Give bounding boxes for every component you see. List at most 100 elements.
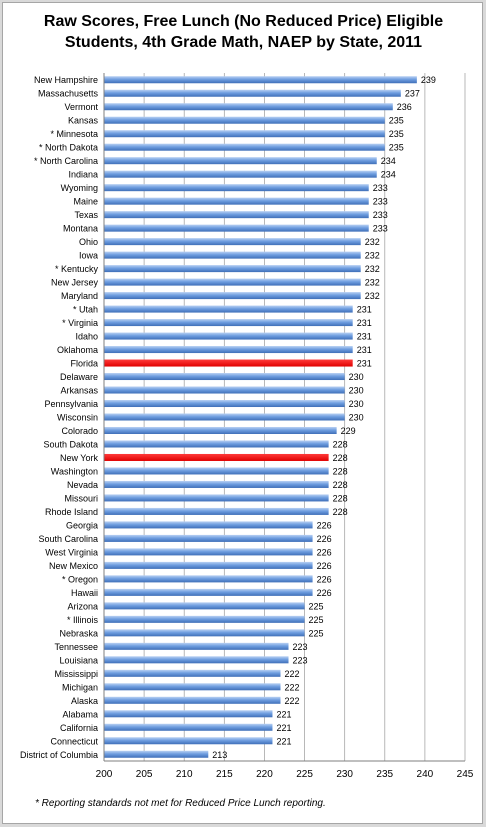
data-label: 235 <box>389 143 404 153</box>
bar-mississippi <box>104 669 281 677</box>
category-label: Tennessee <box>54 642 98 652</box>
category-label: Georgia <box>66 520 98 530</box>
category-label: * Kentucky <box>55 264 99 274</box>
bar-california <box>104 723 273 731</box>
data-label: 223 <box>293 655 308 665</box>
data-label: 222 <box>284 696 299 706</box>
chart-title: Raw Scores, Free Lunch (No Reduced Price… <box>3 11 484 53</box>
category-label: Kansas <box>68 116 99 126</box>
data-label: 221 <box>276 736 291 746</box>
category-label: Pennsylvania <box>44 399 98 409</box>
bar-north-dakota <box>104 143 385 151</box>
category-label: Washington <box>51 466 98 476</box>
category-label: Connecticut <box>50 736 98 746</box>
x-tick-label: 240 <box>417 769 434 780</box>
category-label: Iowa <box>79 251 98 261</box>
data-label: 235 <box>389 129 404 139</box>
bar-connecticut <box>104 737 273 745</box>
category-label: * Illinois <box>67 615 99 625</box>
data-label: 232 <box>365 264 380 274</box>
bar-hawaii <box>104 588 313 596</box>
category-label: * North Carolina <box>34 156 98 166</box>
category-label: New Jersey <box>51 278 99 288</box>
bar-alabama <box>104 710 273 718</box>
category-label: Mississippi <box>54 669 98 679</box>
category-label: Missouri <box>64 493 98 503</box>
data-label: 228 <box>333 439 348 449</box>
bar-utah <box>104 305 353 313</box>
data-label: 229 <box>341 426 356 436</box>
category-label: South Dakota <box>43 439 98 449</box>
bar-west-virginia <box>104 548 313 556</box>
category-label: Colorado <box>61 426 98 436</box>
data-label: 228 <box>333 480 348 490</box>
bar-south-carolina <box>104 534 313 542</box>
data-label: 231 <box>357 318 372 328</box>
data-label: 231 <box>357 305 372 315</box>
category-label: Nebraska <box>59 628 98 638</box>
bar-new-hampshire <box>104 76 417 84</box>
category-label: District of Columbia <box>20 750 98 760</box>
bar-kentucky <box>104 265 361 273</box>
bar-illinois <box>104 615 305 623</box>
data-label: 232 <box>365 237 380 247</box>
x-tick-label: 235 <box>376 769 393 780</box>
data-label: 226 <box>317 561 332 571</box>
x-tick-label: 225 <box>296 769 313 780</box>
data-label: 226 <box>317 534 332 544</box>
bar-montana <box>104 224 369 232</box>
x-tick-label: 210 <box>176 769 193 780</box>
category-label: Florida <box>70 359 98 369</box>
category-label: Texas <box>74 210 98 220</box>
bar-minnesota <box>104 130 385 138</box>
bar-florida <box>104 359 353 367</box>
bar-maine <box>104 197 369 205</box>
bar-iowa <box>104 251 361 259</box>
category-label: Indiana <box>68 170 98 180</box>
data-label: 225 <box>309 628 324 638</box>
bar-rhode-island <box>104 507 329 515</box>
category-label: California <box>60 723 98 733</box>
bar-alaska <box>104 696 281 704</box>
x-tick-label: 205 <box>136 769 153 780</box>
bar-tennessee <box>104 642 289 650</box>
category-label: * Virginia <box>62 318 98 328</box>
category-label: Maine <box>73 197 98 207</box>
category-label: Alabama <box>62 709 98 719</box>
category-label: Vermont <box>64 102 98 112</box>
data-label: 231 <box>357 359 372 369</box>
data-label: 223 <box>293 642 308 652</box>
category-label: Arizona <box>67 601 98 611</box>
bar-ohio <box>104 238 361 246</box>
bar-michigan <box>104 683 281 691</box>
bar-wyoming <box>104 184 369 192</box>
data-label: 234 <box>381 156 396 166</box>
bar-oregon <box>104 575 313 583</box>
category-label: Idaho <box>75 332 98 342</box>
category-label: Alaska <box>71 696 98 706</box>
category-label: Oklahoma <box>57 345 98 355</box>
category-label: * Utah <box>73 305 98 315</box>
category-label: Rhode Island <box>45 507 98 517</box>
data-label: 226 <box>317 574 332 584</box>
category-label: Hawaii <box>71 588 98 598</box>
category-label: South Carolina <box>38 534 98 544</box>
category-label: * Minnesota <box>50 129 98 139</box>
bar-pennsylvania <box>104 400 345 408</box>
data-label: 233 <box>373 183 388 193</box>
bar-chart: 200 205 210 215 220 225 230 235 240 245 New Hampsh… <box>20 73 474 780</box>
bar-texas <box>104 211 369 219</box>
data-label: 231 <box>357 332 372 342</box>
category-label: Michigan <box>62 682 98 692</box>
data-label: 231 <box>357 345 372 355</box>
bar-district-of-columbia <box>104 750 209 758</box>
data-label: 228 <box>333 507 348 517</box>
bar-colorado <box>104 426 337 434</box>
category-label: Maryland <box>61 291 98 301</box>
category-label: Arkansas <box>60 386 98 396</box>
bar-virginia <box>104 319 353 327</box>
data-label: 222 <box>284 682 299 692</box>
data-label: 228 <box>333 493 348 503</box>
data-label: 239 <box>421 75 436 85</box>
